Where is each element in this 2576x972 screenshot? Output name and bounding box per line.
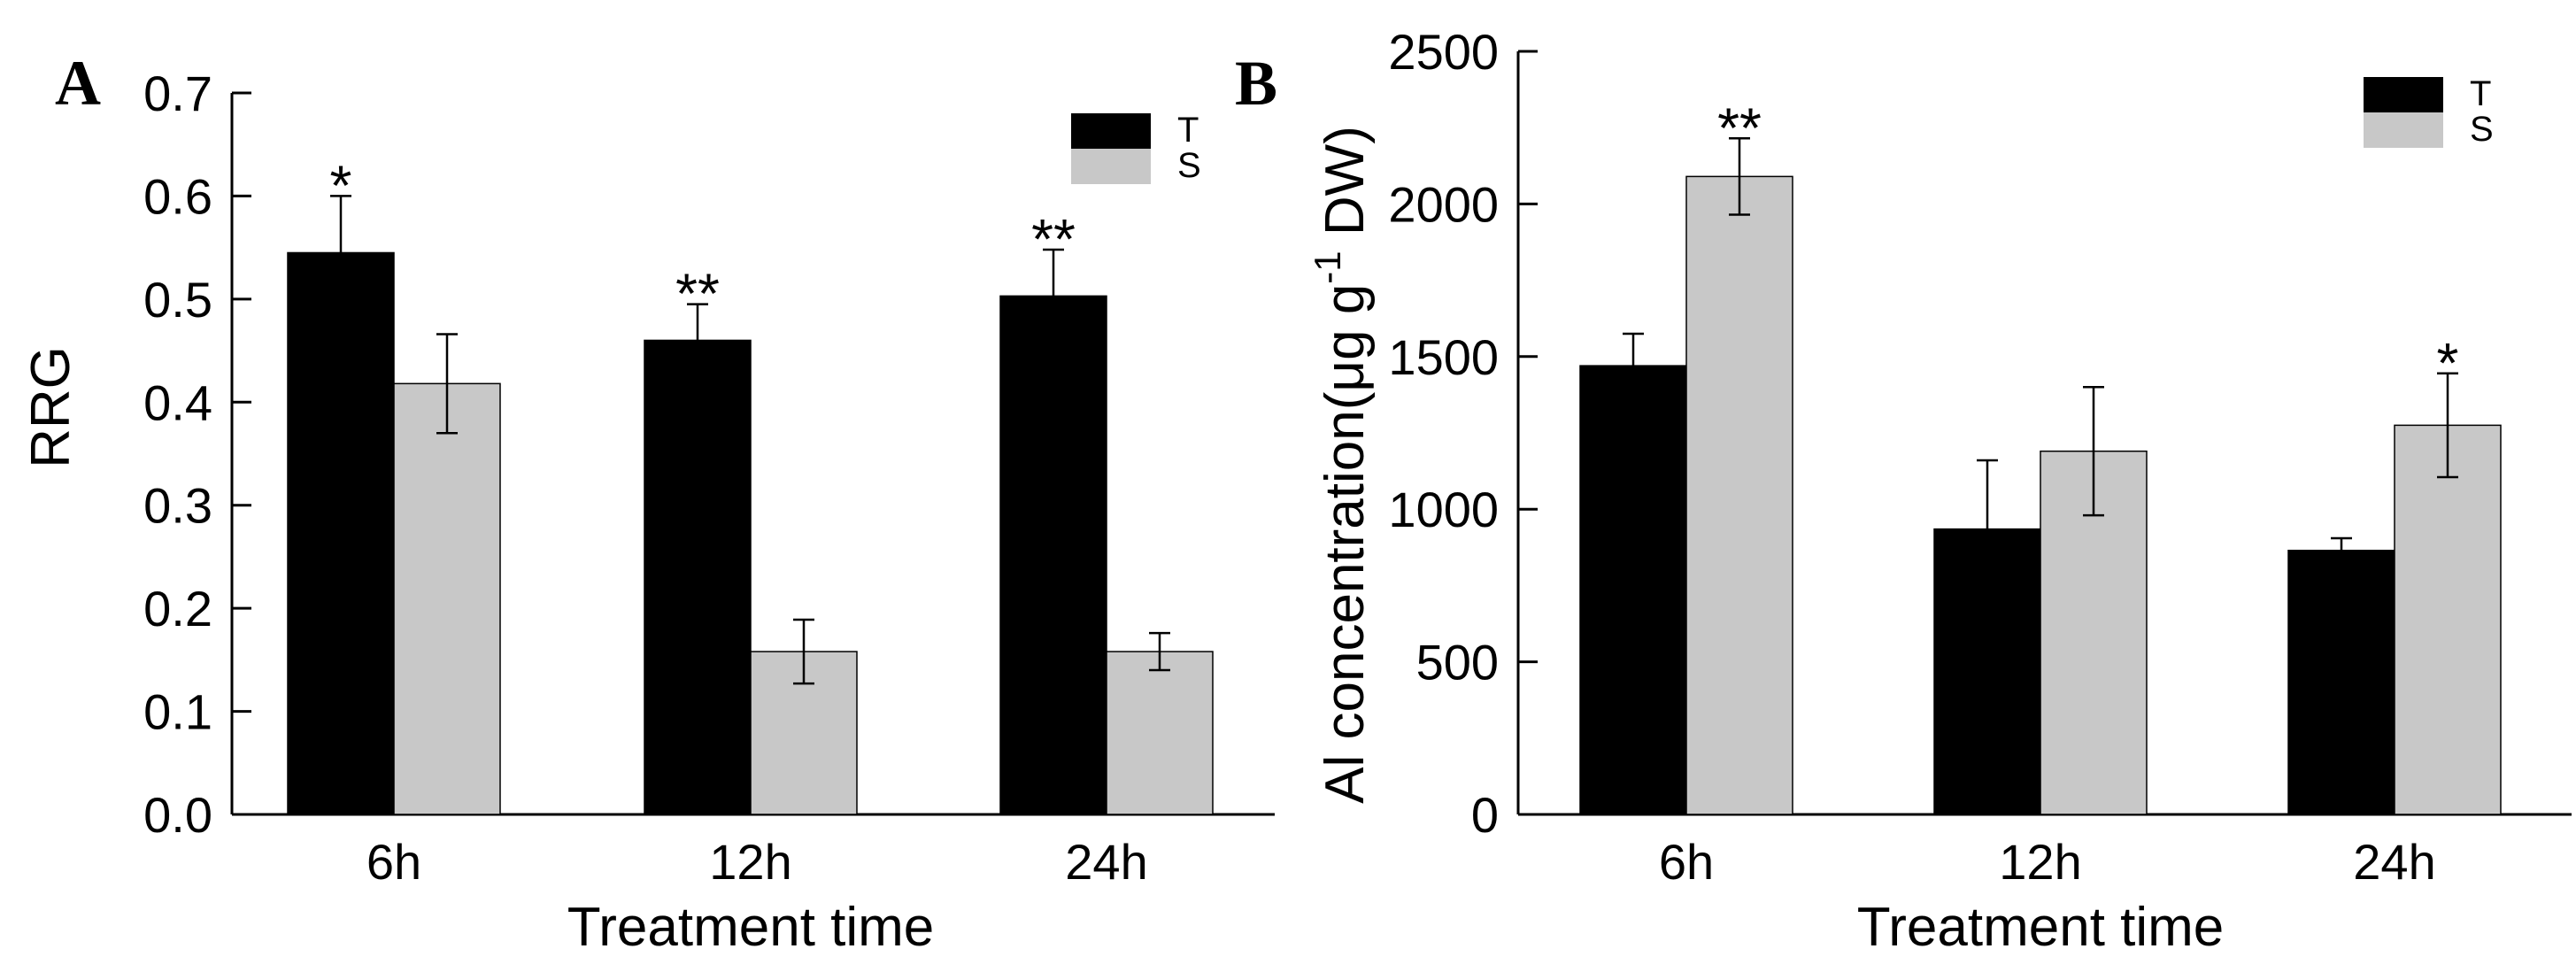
chart-b-y-tick-label: 1500 [1388, 329, 1499, 385]
chart-a-y-tick-label: 0.6 [143, 168, 212, 224]
chart-b-legend: TS [2364, 74, 2494, 149]
chart-a-y-tick-label: 0.3 [143, 478, 212, 534]
chart-panel-a: A RRG Treatment time 0.00.10.20.30.40.50… [20, 48, 1275, 958]
chart-b-bar-s [2394, 424, 2502, 815]
x-axis-label-b: Treatment time [1857, 897, 2225, 958]
chart-b-bar-t [1579, 365, 1687, 815]
chart-b-bar-s [1685, 175, 1793, 815]
chart-a-y-tick-label: 0.5 [143, 272, 212, 328]
chart-a-bar-t [644, 339, 752, 815]
y-axis-label-b: Al concentration(μg g-1 DW) [1307, 126, 1376, 804]
chart-a-bar-s [393, 382, 501, 815]
chart-a-significance-label: ** [1031, 207, 1076, 271]
chart-a-y-tick-label: 0.4 [143, 374, 212, 430]
chart-b-y-tick-label: 2500 [1388, 24, 1499, 80]
y-axis-label-b-sup: -1 [1307, 251, 1348, 283]
chart-b-y-tick-label: 1000 [1388, 482, 1499, 537]
chart-a-y-tick-label: 0.2 [143, 581, 212, 636]
chart-a-legend-label-s: S [1177, 146, 1201, 185]
chart-b-y-tick-label: 0 [1471, 787, 1499, 843]
chart-a-bar-s [750, 651, 858, 815]
y-axis-label-a: RRG [20, 346, 81, 468]
chart-a-bar-s [1106, 651, 1214, 815]
panel-label-b: B [1235, 48, 1277, 119]
chart-a-significance-label: ** [675, 262, 720, 326]
chart-a-x-tick-label: 6h [366, 834, 421, 890]
chart-b-bar-t [2287, 549, 2395, 815]
chart-a-y-tick-label: 0.0 [143, 787, 212, 843]
chart-b-legend-swatch-s [2364, 112, 2443, 148]
chart-a-bar-t [999, 295, 1107, 815]
chart-a-legend-swatch-t [1071, 113, 1151, 149]
chart-panel-b: B Al concentration(μg g-1 DW) Treatment … [1235, 24, 2572, 958]
chart-a-x-tick-label: 24h [1065, 834, 1147, 890]
chart-b-x-tick-label: 12h [1999, 834, 2081, 890]
chart-b-legend-swatch-t [2364, 77, 2443, 112]
chart-a-legend: TS [1071, 111, 1201, 185]
panel-label-a: A [55, 48, 101, 119]
plot-area-a: 0.0 0.1 0.2 0.3 0.4 0.5 0.6 0.7 6h * 12h ** 24h ** TS [143, 66, 1275, 890]
chart-b-y-tick-label: 2000 [1388, 176, 1499, 232]
chart-a-x-tick-label: 12h [709, 834, 791, 890]
chart-b-x-tick-label: 24h [2353, 834, 2435, 890]
chart-b-significance-label: * [2437, 331, 2459, 395]
chart-a-bar-t [287, 251, 395, 815]
chart-a-significance-label: * [330, 153, 352, 217]
chart-b-legend-label-s: S [2470, 110, 2494, 149]
chart-b-x-tick-label: 6h [1659, 834, 1714, 890]
y-axis-label-b-end: DW) [1315, 126, 1376, 251]
chart-b-legend-label-t: T [2470, 74, 2491, 113]
y-axis-label-b-main: Al concentration(μg g [1315, 284, 1376, 804]
plot-area-b: 0 500 1000 1500 2000 2500 6h ** 12h 24h * TS [1388, 24, 2572, 890]
chart-a-legend-label-t: T [1177, 111, 1199, 150]
chart-b-y-tick-label: 500 [1416, 635, 1499, 690]
chart-a-legend-swatch-s [1071, 149, 1151, 184]
chart-a-y-tick-label: 0.7 [143, 66, 212, 121]
chart-b-significance-label: ** [1717, 96, 1762, 159]
x-axis-label-a: Treatment time [567, 897, 935, 958]
chart-a-y-tick-label: 0.1 [143, 684, 212, 740]
